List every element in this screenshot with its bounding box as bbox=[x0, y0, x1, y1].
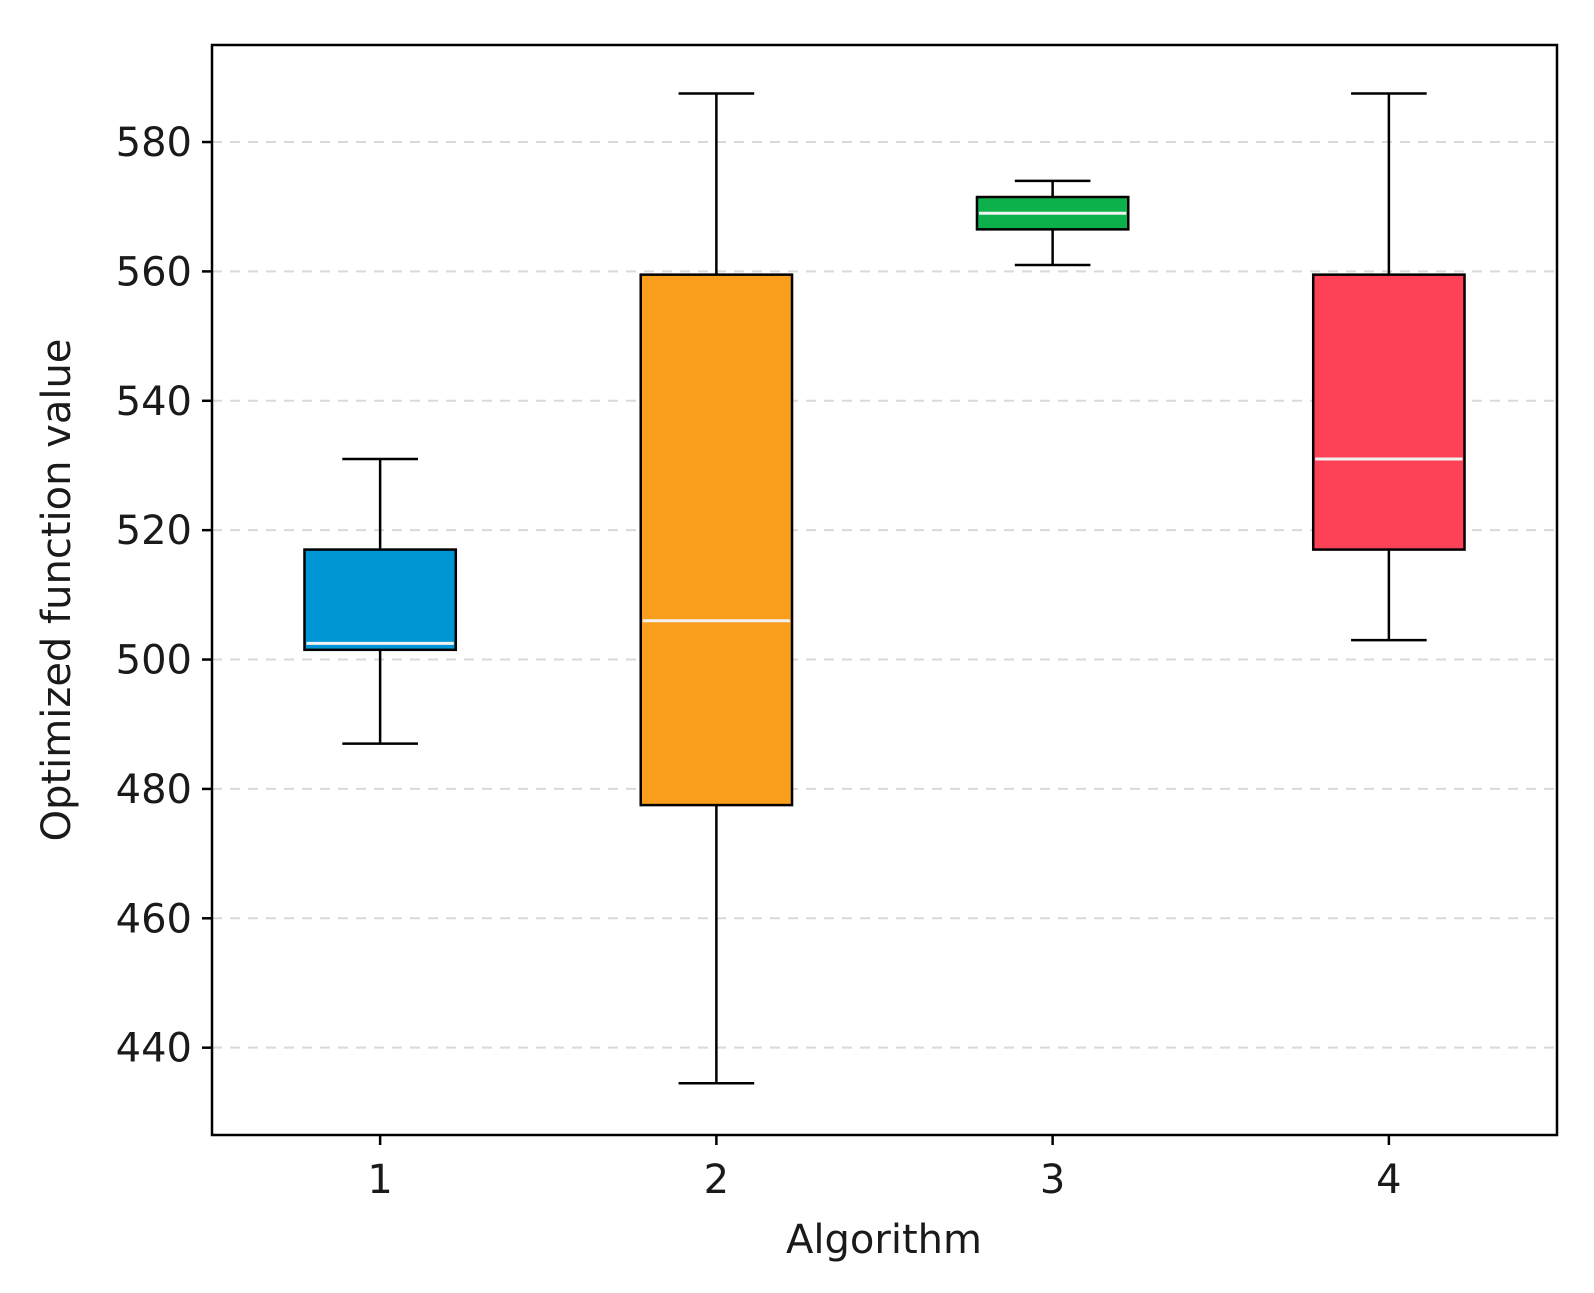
y-tick-label: 520 bbox=[116, 508, 192, 554]
box-group-1 bbox=[303, 457, 458, 745]
x-axis-label: Algorithm bbox=[786, 1217, 982, 1263]
x-tick-label: 1 bbox=[367, 1157, 392, 1203]
y-axis-label: Optimized function value bbox=[34, 339, 80, 842]
gridlines bbox=[212, 141, 1557, 1049]
y-tick-label: 580 bbox=[116, 120, 192, 166]
box-iqr bbox=[303, 548, 458, 652]
plot-area-frame bbox=[210, 43, 1559, 1137]
y-tick-label: 540 bbox=[116, 379, 192, 425]
box-group-4 bbox=[1311, 92, 1466, 642]
y-tick-label: 500 bbox=[116, 638, 192, 684]
x-tick-label: 3 bbox=[1040, 1157, 1065, 1203]
box-iqr bbox=[1311, 273, 1466, 551]
y-tick-label: 440 bbox=[116, 1026, 192, 1072]
y-tick-label: 460 bbox=[116, 896, 192, 942]
box-group-3 bbox=[975, 179, 1130, 267]
boxes bbox=[303, 92, 1466, 1085]
x-tick-label: 2 bbox=[704, 1157, 729, 1203]
y-tick-label: 560 bbox=[116, 249, 192, 295]
y-tick-label: 480 bbox=[116, 767, 192, 813]
box-group-2 bbox=[639, 92, 794, 1085]
axis-ticks: 440 460 480 500 520 540 560 580 1 2 3 4 bbox=[116, 120, 1402, 1203]
x-tick-label: 4 bbox=[1376, 1157, 1401, 1203]
box-iqr bbox=[639, 273, 794, 807]
